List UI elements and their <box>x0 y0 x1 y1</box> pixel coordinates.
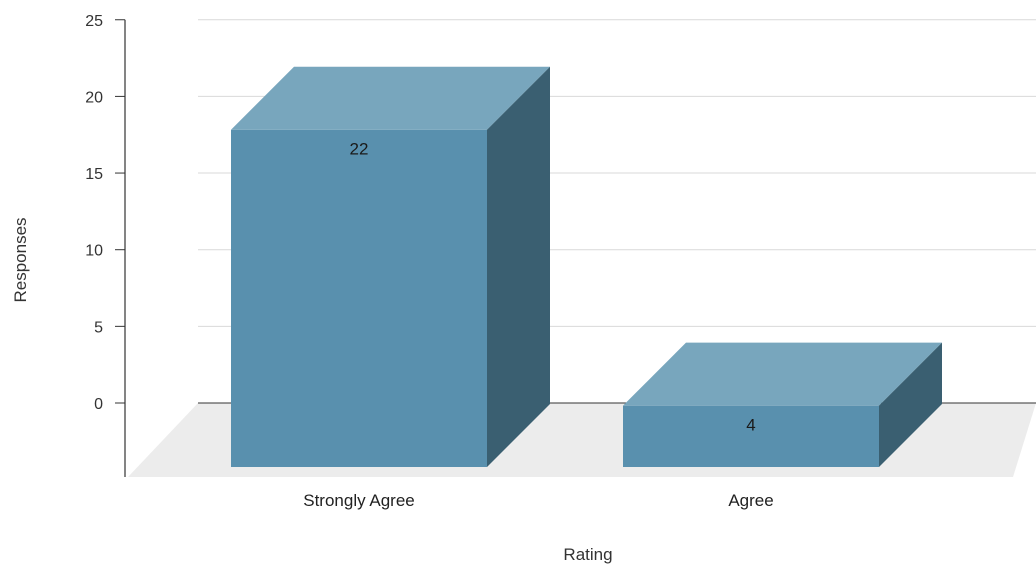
bars <box>231 66 942 468</box>
bar-front-face <box>231 129 487 468</box>
bar-side-face <box>487 66 550 468</box>
x-category-label: Agree <box>728 491 773 510</box>
y-tick-label: 20 <box>85 89 103 106</box>
y-tick-label: 0 <box>94 396 103 413</box>
bar-side-face <box>879 342 942 467</box>
y-axis-title: Responses <box>11 217 30 302</box>
y-tick-label: 5 <box>94 319 103 336</box>
bar-front-face <box>623 405 879 467</box>
data-label: 22 <box>350 140 369 159</box>
y-tick-label: 10 <box>85 243 103 260</box>
labels: 22 Strongly Agree 4 Agree <box>303 140 773 510</box>
bar-top-face <box>623 342 942 406</box>
x-category-label: Strongly Agree <box>303 491 415 510</box>
bar-top-face <box>231 66 550 130</box>
y-axis: 0 5 10 15 20 25 <box>85 13 126 477</box>
y-tick-label: 25 <box>85 13 103 30</box>
data-label: 4 <box>746 416 755 435</box>
x-axis-title: Rating <box>563 545 612 564</box>
y-tick-label: 15 <box>85 166 103 183</box>
bar <box>623 342 942 467</box>
bar <box>231 66 550 468</box>
